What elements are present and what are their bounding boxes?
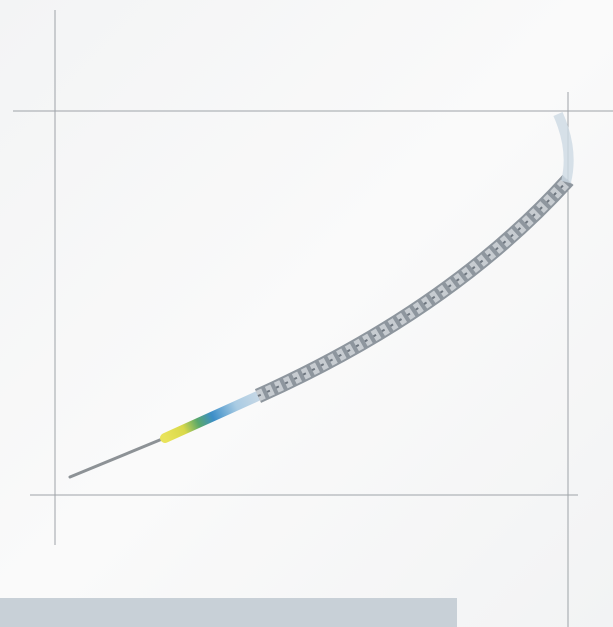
page: Catheter {} html, body { margin: 0; padd… — [0, 0, 613, 627]
scene — [0, 0, 613, 627]
body — [0, 0, 613, 627]
background — [0, 0, 613, 627]
bottom-bar — [0, 598, 457, 627]
